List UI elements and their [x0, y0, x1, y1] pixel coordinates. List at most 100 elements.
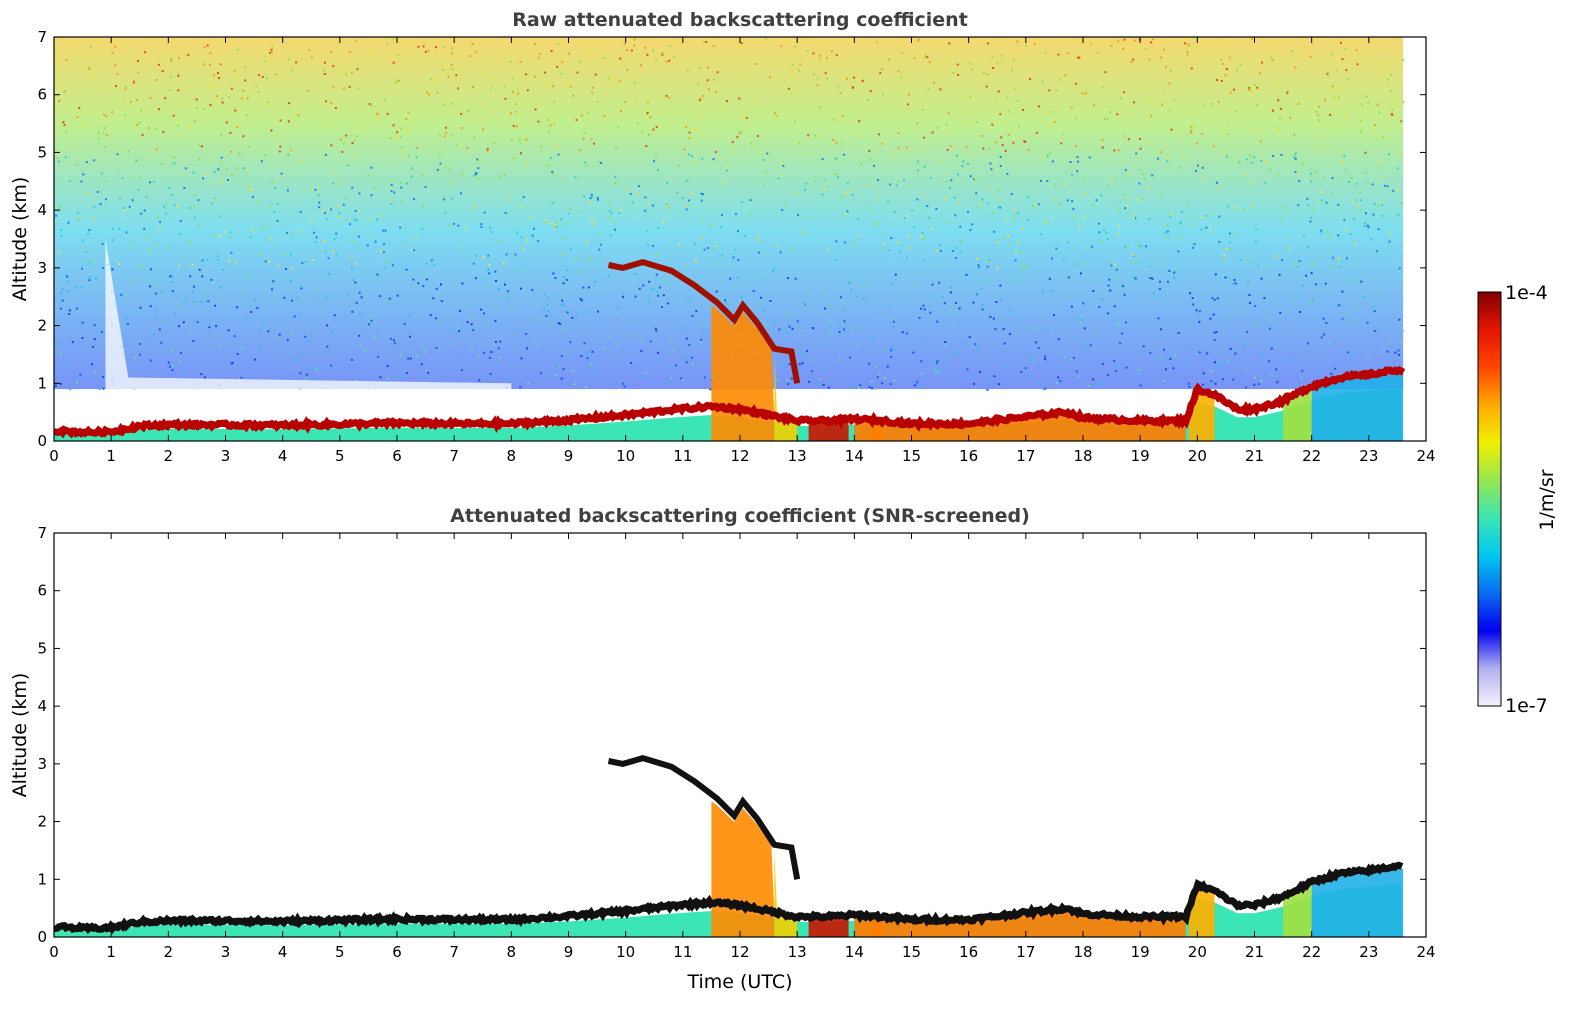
noise-speckle: [351, 186, 354, 189]
noise-speckle: [396, 294, 399, 297]
noise-speckle: [646, 108, 649, 111]
noise-speckle: [734, 213, 737, 216]
noise-speckle: [826, 249, 829, 252]
noise-speckle: [737, 259, 740, 261]
noise-speckle: [547, 310, 550, 312]
noise-speckle: [111, 239, 114, 242]
noise-speckle: [926, 205, 929, 208]
noise-speckle: [537, 56, 540, 59]
noise-speckle: [676, 191, 679, 194]
noise-speckle: [563, 276, 566, 279]
noise-speckle: [455, 74, 458, 77]
noise-speckle: [1224, 74, 1227, 77]
noise-speckle: [590, 193, 593, 196]
noise-speckle: [971, 68, 974, 71]
noise-speckle: [525, 332, 528, 335]
noise-speckle: [1350, 280, 1353, 283]
noise-speckle: [1188, 385, 1191, 388]
noise-speckle: [959, 239, 962, 242]
noise-speckle: [519, 142, 522, 145]
noise-speckle: [1086, 247, 1089, 250]
noise-speckle: [1117, 149, 1120, 152]
noise-speckle: [542, 75, 545, 78]
noise-speckle: [576, 71, 579, 74]
noise-speckle: [1063, 355, 1066, 358]
noise-speckle: [1359, 208, 1362, 211]
convective-plume: [1311, 372, 1404, 441]
noise-speckle: [1091, 245, 1094, 248]
noise-speckle: [217, 56, 220, 59]
noise-speckle: [1345, 69, 1348, 72]
noise-speckle: [947, 131, 950, 134]
noise-speckle: [399, 135, 402, 138]
noise-speckle: [1041, 93, 1044, 96]
noise-speckle: [358, 235, 360, 238]
noise-speckle: [1361, 298, 1364, 301]
noise-speckle: [684, 180, 687, 183]
noise-speckle: [1055, 89, 1058, 92]
noise-speckle: [721, 108, 724, 111]
noise-speckle: [1335, 126, 1338, 129]
noise-speckle: [835, 141, 838, 144]
noise-speckle: [872, 338, 875, 340]
noise-speckle: [1072, 217, 1075, 220]
noise-speckle: [546, 303, 549, 306]
noise-speckle: [1232, 378, 1235, 381]
noise-speckle: [448, 168, 451, 171]
noise-speckle: [780, 161, 782, 164]
noise-speckle: [208, 326, 211, 329]
noise-speckle: [1156, 157, 1159, 160]
noise-speckle: [493, 142, 496, 144]
noise-speckle: [1043, 156, 1046, 159]
noise-speckle: [948, 42, 951, 45]
noise-speckle: [1389, 89, 1392, 92]
noise-speckle: [286, 231, 288, 234]
noise-speckle: [102, 267, 104, 270]
noise-speckle: [1220, 58, 1223, 61]
colorbar-bar: [1477, 291, 1502, 707]
noise-speckle: [890, 349, 893, 352]
noise-speckle: [578, 211, 581, 214]
noise-speckle: [461, 172, 463, 175]
noise-speckle: [220, 62, 223, 65]
noise-speckle: [349, 223, 351, 226]
noise-speckle: [180, 352, 182, 354]
noise-speckle: [1225, 248, 1228, 250]
noise-speckle: [647, 133, 650, 136]
noise-speckle: [1279, 311, 1282, 314]
noise-speckle: [407, 128, 410, 131]
noise-speckle: [954, 301, 957, 304]
noise-speckle: [754, 63, 757, 65]
noise-speckle: [801, 352, 804, 355]
noise-speckle: [143, 209, 146, 212]
noise-speckle: [1225, 155, 1228, 158]
noise-speckle: [499, 176, 502, 179]
noise-speckle: [72, 146, 75, 149]
noise-speckle: [220, 133, 223, 136]
noise-speckle: [666, 205, 669, 208]
noise-speckle: [633, 38, 636, 41]
noise-speckle: [1396, 167, 1399, 170]
noise-speckle: [995, 301, 998, 303]
noise-speckle: [196, 321, 199, 324]
noise-speckle: [221, 179, 224, 182]
noise-speckle: [976, 293, 979, 296]
noise-speckle: [1322, 317, 1325, 320]
noise-speckle: [1364, 222, 1366, 225]
noise-speckle: [1177, 332, 1180, 334]
noise-speckle: [1229, 91, 1232, 94]
noise-speckle: [591, 86, 594, 89]
noise-speckle: [1215, 331, 1218, 333]
noise-speckle: [467, 118, 470, 121]
noise-speckle: [907, 103, 910, 106]
noise-speckle: [1187, 382, 1190, 385]
noise-speckle: [920, 235, 923, 238]
noise-speckle: [1315, 171, 1318, 174]
noise-speckle: [1160, 56, 1163, 59]
noise-speckle: [171, 365, 174, 367]
noise-speckle: [537, 120, 540, 123]
noise-speckle: [569, 82, 572, 84]
noise-speckle: [1137, 369, 1140, 371]
noise-speckle: [1287, 247, 1290, 250]
noise-speckle: [1148, 218, 1151, 220]
